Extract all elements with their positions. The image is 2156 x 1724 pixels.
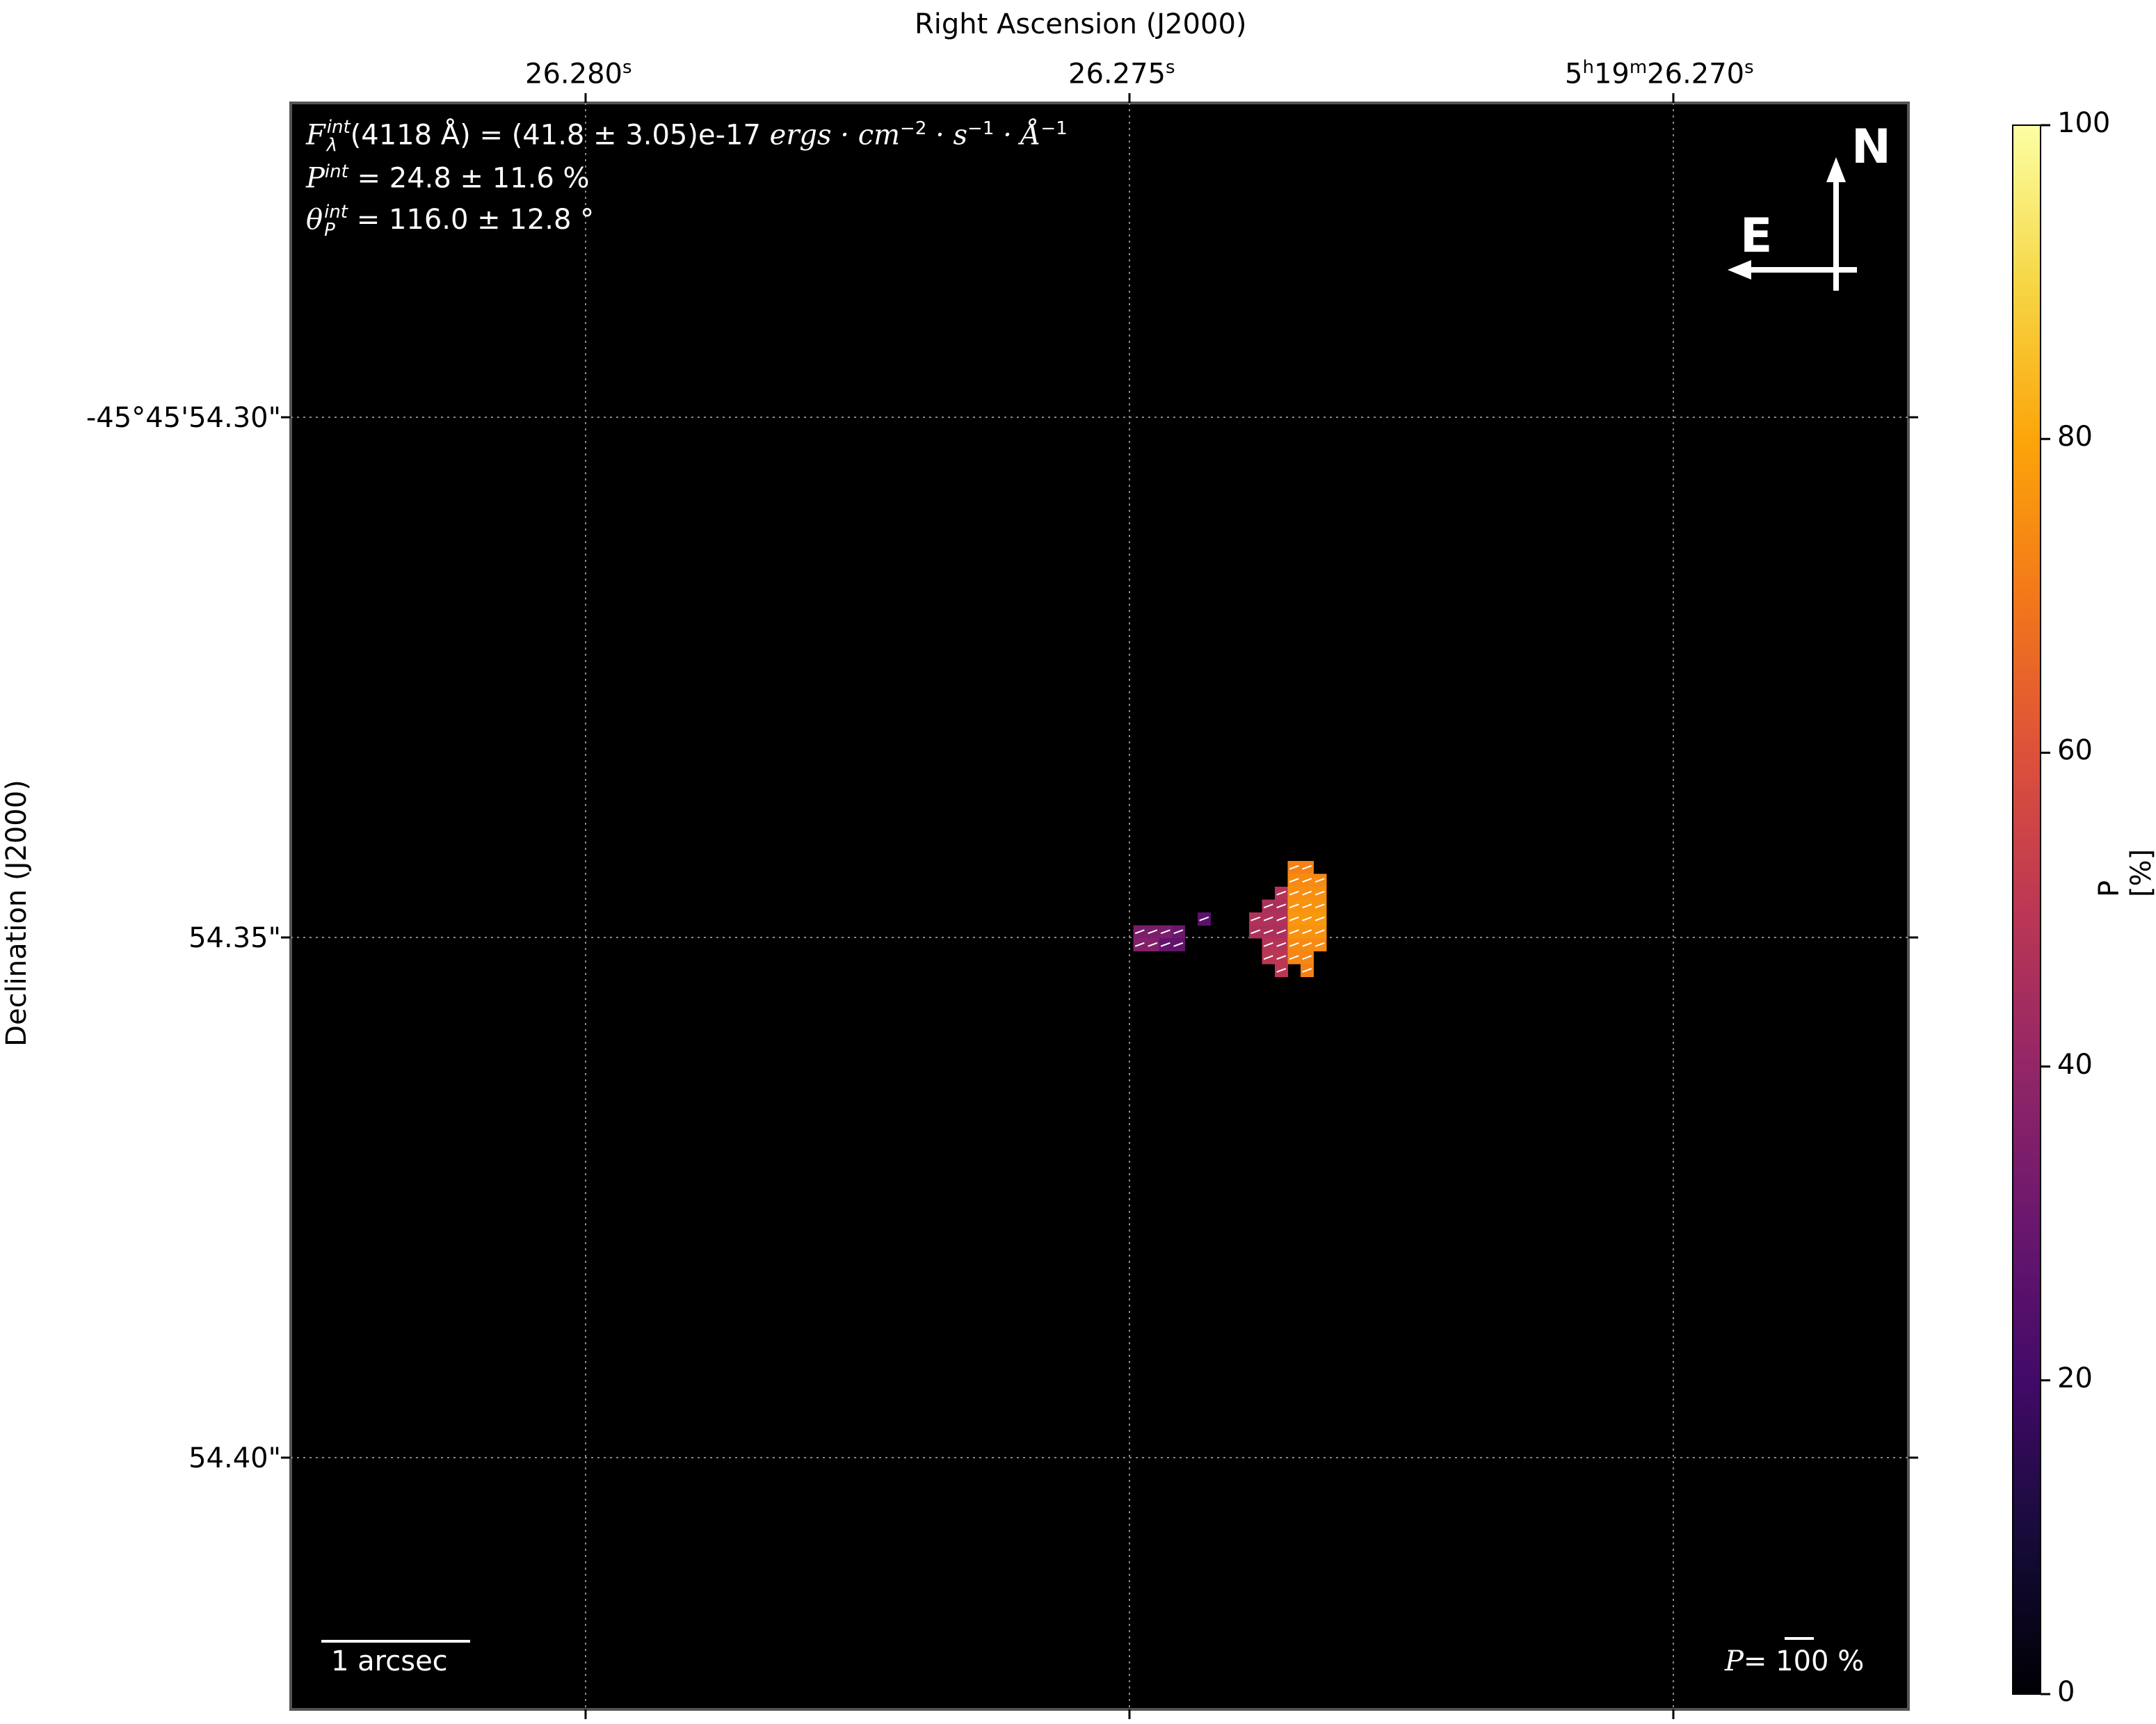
- compass: [1728, 157, 1857, 291]
- polarization-vector-8-1: [1302, 916, 1312, 921]
- polarization-vector-12-0: [1289, 929, 1299, 935]
- y-tick-label-3: 54.40": [188, 1442, 281, 1474]
- colorbar-tick-60: 60: [2057, 734, 2093, 766]
- polarization-vector-3-0: [1289, 890, 1299, 896]
- polarization-vector-15-0: [1263, 942, 1273, 947]
- polarization-vector-5-2: [1314, 903, 1325, 909]
- plot-area: [289, 102, 1910, 1711]
- polarization-vector-19-0: [1276, 967, 1287, 973]
- polarization-vector-0-0: [1289, 864, 1299, 870]
- polarization-vector-16-2: [1314, 942, 1325, 947]
- compass-east-label: E: [1740, 209, 1773, 264]
- x-tick-label-3: 5h19m26.270s: [1565, 57, 1754, 90]
- reference-vector-label: P= 100 %: [1725, 1645, 1865, 1677]
- x-axis-title: Right Ascension (J2000): [915, 8, 1247, 40]
- compass-north-label: N: [1851, 120, 1891, 175]
- colorbar-tick-0: 0: [2057, 1676, 2075, 1708]
- north-arrow-icon: [1826, 157, 1846, 182]
- x-tick-label-1: 26.280s: [525, 57, 632, 90]
- polarization-vector-11-1: [1263, 929, 1273, 935]
- polarization-vector-1-1: [1302, 878, 1312, 883]
- polarization-vector-1-2: [1314, 878, 1325, 883]
- x-tick-label-2: 26.275s: [1068, 57, 1175, 90]
- polarization-vector-14-0: [1160, 942, 1170, 947]
- y-tick-label-1: -45°45'54.30": [86, 402, 281, 434]
- polarization-vector-5-0: [1289, 903, 1299, 909]
- polarization-vector-8-2: [1314, 916, 1325, 921]
- axis-ticks: [281, 93, 1918, 1719]
- polarization-vector-0-1: [1302, 864, 1312, 870]
- polarization-vector-9-2: [1160, 929, 1170, 935]
- polarization-vector-17-0: [1263, 955, 1273, 960]
- scalebar-label: 1 arcsec: [331, 1645, 448, 1677]
- polarization-vector-12-2: [1314, 929, 1325, 935]
- polarization-vector-6-0: [1199, 916, 1209, 921]
- polarization-vector-3-1: [1302, 890, 1312, 896]
- y-tick-label-2: 54.35": [188, 922, 281, 954]
- polarization-vector-11-2: [1276, 929, 1287, 935]
- polarization-vector-17-1: [1276, 955, 1287, 960]
- colorbar: [2012, 124, 2041, 1695]
- grid-lines: [291, 103, 1908, 1709]
- polarization-vector-8-0: [1289, 916, 1299, 921]
- polarization-vector-7-1: [1263, 916, 1273, 921]
- polarization-vector-5-1: [1302, 903, 1312, 909]
- polarization-vector-7-0: [1250, 916, 1261, 921]
- y-axis-title: Declination (J2000): [1, 780, 33, 1047]
- polarization-vector-14-1: [1173, 942, 1184, 947]
- polarization-vector-16-0: [1289, 942, 1299, 947]
- colorbar-tick-80: 80: [2057, 421, 2093, 453]
- polarization-vector-12-1: [1302, 929, 1312, 935]
- colorbar-ticks: [2041, 124, 2050, 1695]
- polarization-map: [1133, 861, 1327, 977]
- polarization-vector-11-0: [1250, 929, 1261, 935]
- polarization-vector-7-2: [1276, 916, 1287, 921]
- polarization-vector-10-0: [1173, 929, 1184, 935]
- polarization-vector-15-1: [1276, 942, 1287, 947]
- colorbar-tick-40: 40: [2057, 1049, 2093, 1081]
- polarization-vector-18-1: [1302, 955, 1312, 960]
- polarization-vector-18-0: [1289, 955, 1299, 960]
- polarization-vector-9-0: [1134, 929, 1145, 935]
- polarization-vector-9-1: [1148, 929, 1158, 935]
- colorbar-tick-20: 20: [2057, 1362, 2093, 1394]
- colorbar-tick-100: 100: [2057, 107, 2111, 139]
- polarization-vector-1-0: [1289, 878, 1299, 883]
- angle-annotation: θ int P = 116.0 ± 12.8 °: [306, 202, 595, 241]
- east-arrow-icon: [1728, 260, 1751, 280]
- polarization-vector-20-0: [1302, 967, 1312, 973]
- polarization-vector-4-1: [1276, 903, 1287, 909]
- polarization-annotation: Pint = 24.8 ± 11.6 %: [306, 161, 590, 195]
- polarization-vector-2-0: [1276, 890, 1287, 896]
- colorbar-title: P [%]: [2093, 848, 2156, 897]
- polarization-vector-4-0: [1263, 903, 1273, 909]
- polarization-vector-16-1: [1302, 942, 1312, 947]
- polarization-vector-3-2: [1314, 890, 1325, 896]
- polarization-vector-13-1: [1148, 942, 1158, 947]
- polarization-vector-13-0: [1134, 942, 1145, 947]
